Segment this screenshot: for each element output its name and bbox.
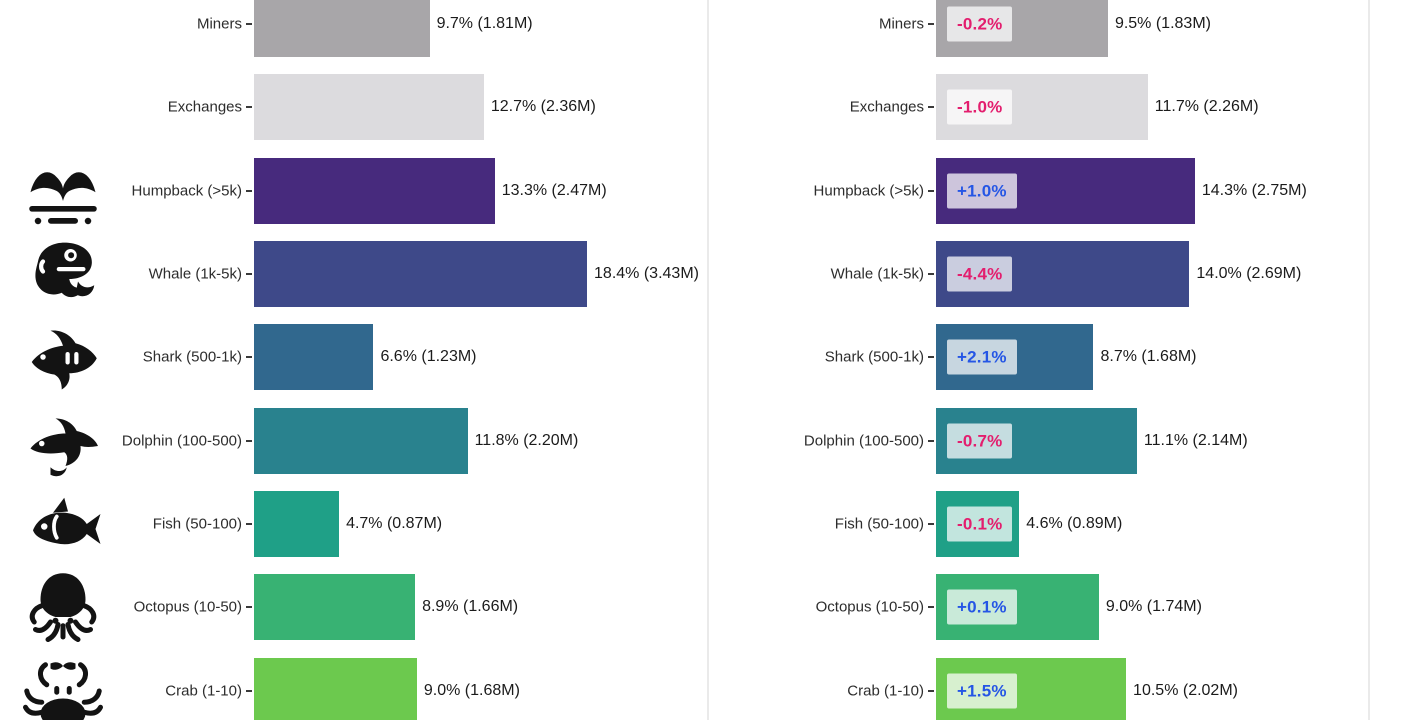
category-label-shark-500-1k: Shark (500-1k): [142, 348, 242, 366]
axis-tick: [928, 356, 934, 359]
value-label-crab-1-10: 10.5% (2.02M): [1133, 681, 1238, 699]
value-label-shark-500-1k: 8.7% (1.68M): [1100, 348, 1197, 366]
category-label-dolphin-100-500: Dolphin (100-500): [121, 432, 242, 450]
change-badge-exchanges: -1.0%: [947, 89, 1013, 125]
octopus-icon: [21, 567, 105, 647]
change-badge-miners: -0.2%: [947, 6, 1013, 42]
crab-icon: [21, 651, 105, 720]
category-label-miners: Miners: [196, 15, 242, 33]
bar-whale-1k-5k: [254, 240, 588, 307]
axis-tick: [928, 522, 934, 525]
value-label-miners: 9.5% (1.83M): [1114, 15, 1211, 32]
axis-tick: [246, 689, 252, 692]
value-label-fish-50-100: 4.7% (0.87M): [346, 514, 443, 532]
axis-tick: [246, 522, 252, 525]
change-badge-dolphin-100-500: -0.7%: [947, 423, 1013, 459]
category-label-octopus-10-50: Octopus (10-50): [133, 598, 242, 616]
axis-tick: [928, 189, 934, 192]
axis-tick: [246, 606, 252, 609]
category-label-exchanges: Exchanges: [167, 98, 242, 116]
change-badge-whale-1k-5k: -4.4%: [947, 256, 1013, 292]
category-label-fish-50-100: Fish (50-100): [152, 515, 242, 533]
value-label-whale-1k-5k: 14.0% (2.69M): [1196, 264, 1302, 282]
category-label-humpback-5k: Humpback (>5k): [131, 182, 242, 200]
value-label-octopus-10-50: 9.0% (1.74M): [1105, 598, 1202, 616]
axis-tick: [246, 189, 252, 192]
bar-dolphin-100-500: [254, 407, 468, 474]
change-badge-octopus-10-50: +0.1%: [947, 589, 1017, 625]
bar-humpback-5k: [254, 157, 495, 224]
axis-tick: [246, 439, 252, 442]
axis-tick: [246, 106, 252, 109]
category-label-whale-1k-5k: Whale (1k-5k): [148, 265, 242, 283]
category-label-crab-1-10: Crab (1-10): [847, 682, 924, 700]
value-label-octopus-10-50: 8.9% (1.66M): [422, 598, 519, 616]
right-plot-right-border: [1368, 0, 1370, 720]
category-label-exchanges: Exchanges: [849, 98, 924, 116]
bar-fish-50-100: [254, 490, 340, 557]
value-label-exchanges: 12.7% (2.36M): [490, 98, 596, 116]
whale-icon: [21, 234, 105, 314]
value-label-humpback-5k: 14.3% (2.75M): [1201, 181, 1307, 199]
category-label-crab-1-10: Crab (1-10): [165, 682, 242, 700]
axis-tick: [928, 106, 934, 109]
axis-tick: [928, 689, 934, 692]
axis-tick: [928, 439, 934, 442]
axis-tick: [246, 23, 252, 25]
humpback-tail-icon: [21, 151, 105, 231]
axis-tick: [246, 272, 252, 275]
value-label-fish-50-100: 4.6% (0.89M): [1026, 514, 1123, 532]
value-label-shark-500-1k: 6.6% (1.23M): [380, 348, 477, 366]
category-label-miners: Miners: [878, 15, 924, 33]
fish-icon: [21, 484, 105, 564]
bar-shark-500-1k: [254, 324, 374, 391]
bar-exchanges: [254, 74, 484, 141]
change-badge-crab-1-10: +1.5%: [947, 673, 1017, 709]
value-label-exchanges: 11.7% (2.26M): [1154, 98, 1259, 116]
axis-tick: [928, 272, 934, 275]
value-label-dolphin-100-500: 11.1% (2.14M): [1143, 431, 1248, 449]
left-plot-right-border: [707, 0, 709, 720]
category-label-shark-500-1k: Shark (500-1k): [824, 348, 924, 366]
value-label-dolphin-100-500: 11.8% (2.20M): [474, 431, 579, 449]
category-label-octopus-10-50: Octopus (10-50): [815, 598, 924, 616]
category-label-fish-50-100: Fish (50-100): [834, 515, 924, 533]
change-badge-fish-50-100: -0.1%: [947, 506, 1013, 542]
shark-icon: [21, 317, 105, 397]
dolphin-icon: [21, 401, 105, 481]
value-label-whale-1k-5k: 18.4% (3.43M): [594, 264, 699, 282]
change-badge-humpback-5k: +1.0%: [947, 173, 1017, 209]
value-label-humpback-5k: 13.3% (2.47M): [501, 181, 607, 199]
category-label-dolphin-100-500: Dolphin (100-500): [803, 432, 924, 450]
bar-miners: [254, 0, 430, 57]
axis-tick: [246, 356, 252, 359]
category-label-whale-1k-5k: Whale (1k-5k): [830, 265, 924, 283]
axis-tick: [928, 606, 934, 609]
bar-crab-1-10: [254, 657, 417, 720]
bar-octopus-10-50: [254, 574, 416, 641]
axis-tick: [928, 23, 934, 25]
category-label-humpback-5k: Humpback (>5k): [813, 182, 924, 200]
value-label-miners: 9.7% (1.81M): [436, 15, 533, 32]
change-badge-shark-500-1k: +2.1%: [947, 339, 1017, 375]
value-label-crab-1-10: 9.0% (1.68M): [423, 681, 520, 699]
